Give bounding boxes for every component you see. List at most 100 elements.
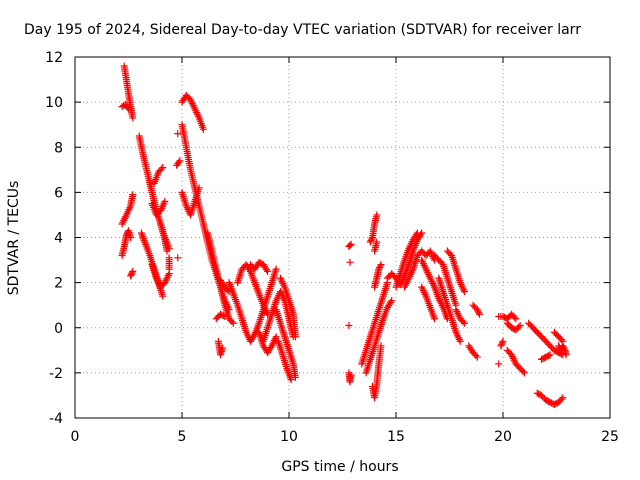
x-axis-label: GPS time / hours — [281, 459, 398, 475]
data-point-marker — [546, 351, 554, 359]
data-point-marker — [376, 262, 384, 270]
data-point-marker — [123, 103, 131, 111]
y-tick-label: 12 — [45, 50, 63, 66]
data-point-marker — [475, 309, 483, 317]
data-point-marker — [516, 321, 524, 329]
y-tick-label: 6 — [54, 185, 63, 201]
y-tick-label: -2 — [49, 366, 63, 382]
data-point-marker — [291, 333, 299, 341]
y-axis-label: SDTVAR / TECUs — [6, 181, 22, 296]
axis-ticks — [74, 56, 611, 419]
chart-title: Day 195 of 2024, Sidereal Day-to-day VTE… — [24, 22, 581, 38]
data-point-marker — [377, 261, 385, 269]
data-point-marker — [346, 258, 354, 266]
data-point-marker — [373, 238, 381, 246]
y-tick-label: -4 — [49, 411, 63, 427]
data-point-marker — [456, 337, 464, 345]
y-tick-label: 4 — [54, 231, 63, 247]
data-point-marker — [195, 184, 203, 192]
y-tick-label: 10 — [45, 95, 63, 111]
data-point-marker — [519, 367, 527, 375]
data-point-marker — [495, 360, 503, 368]
data-point-marker — [560, 345, 568, 353]
data-point-marker — [163, 247, 171, 255]
data-point-marker — [287, 376, 295, 384]
data-point-marker — [474, 307, 482, 315]
data-point-marker — [250, 332, 258, 340]
data-point-marker — [376, 264, 384, 272]
y-tick-label: 0 — [54, 321, 63, 337]
data-point-marker — [129, 114, 137, 122]
data-point-marker — [347, 371, 355, 379]
data-point-marker — [125, 105, 132, 113]
data-point-marker — [499, 337, 507, 345]
data-point-marker — [559, 394, 567, 402]
data-point-marker — [510, 313, 518, 321]
data-point-marker — [129, 191, 137, 199]
data-point-marker — [345, 321, 353, 329]
data-point-marker — [174, 130, 182, 138]
x-tick-labels: 0 5 10 15 20 25 — [71, 429, 619, 445]
data-point-marker — [497, 342, 505, 350]
data-point-marker — [129, 267, 137, 275]
data-point-marker — [165, 254, 173, 262]
data-point-marker — [367, 237, 375, 245]
data-point-marker — [375, 265, 383, 273]
data-point-marker — [413, 229, 421, 237]
data-point-marker — [560, 343, 568, 351]
data-point-marker — [557, 336, 565, 344]
data-point-marker — [377, 342, 385, 350]
data-point-marker — [388, 297, 396, 305]
data-point-marker — [459, 318, 467, 326]
data-point-marker — [229, 319, 237, 327]
data-point-marker — [219, 312, 227, 320]
data-point-marker — [498, 339, 506, 347]
data-point-marker — [199, 125, 207, 133]
data-point-marker — [460, 319, 468, 327]
data-point-marker — [412, 231, 420, 239]
data-points — [118, 62, 570, 408]
data-point-marker — [473, 306, 481, 314]
x-tick-label: 20 — [494, 429, 512, 445]
x-tick-label: 10 — [280, 429, 298, 445]
data-point-marker — [263, 266, 271, 274]
x-tick-label: 5 — [178, 429, 187, 445]
y-tick-label: 8 — [54, 140, 63, 156]
data-point-marker — [272, 333, 280, 341]
data-point-marker — [473, 353, 481, 361]
data-point-marker — [562, 351, 570, 359]
data-point-marker — [161, 197, 169, 205]
data-point-marker — [157, 165, 165, 173]
data-point-marker — [175, 158, 183, 166]
data-point-marker — [475, 310, 483, 318]
data-point-marker — [472, 352, 480, 360]
data-point-marker — [557, 395, 565, 403]
data-point-marker — [498, 340, 506, 348]
x-tick-label: 0 — [71, 429, 80, 445]
data-point-marker — [368, 235, 376, 243]
x-tick-label: 15 — [387, 429, 405, 445]
data-point-marker — [264, 267, 272, 275]
data-point-marker — [346, 241, 354, 249]
data-point-marker — [127, 272, 135, 280]
y-tick-label: 2 — [54, 276, 63, 292]
data-point-marker — [559, 337, 567, 345]
y-tick-labels: -4 -2 0 2 4 6 8 10 12 — [45, 50, 63, 427]
data-point-marker — [431, 315, 439, 323]
data-point-marker — [366, 238, 374, 246]
data-point-marker — [219, 344, 227, 352]
data-point-marker — [387, 298, 395, 306]
data-point-marker — [176, 157, 184, 165]
data-point-marker — [373, 211, 381, 219]
data-point-marker — [515, 323, 523, 331]
data-point-marker — [128, 269, 136, 277]
data-point-marker — [221, 312, 229, 320]
data-point-marker — [174, 254, 182, 262]
data-point-marker — [159, 292, 167, 300]
data-point-marker — [272, 265, 280, 273]
data-point-marker — [512, 315, 520, 323]
x-tick-label: 25 — [601, 429, 619, 445]
data-point-marker — [159, 164, 167, 172]
